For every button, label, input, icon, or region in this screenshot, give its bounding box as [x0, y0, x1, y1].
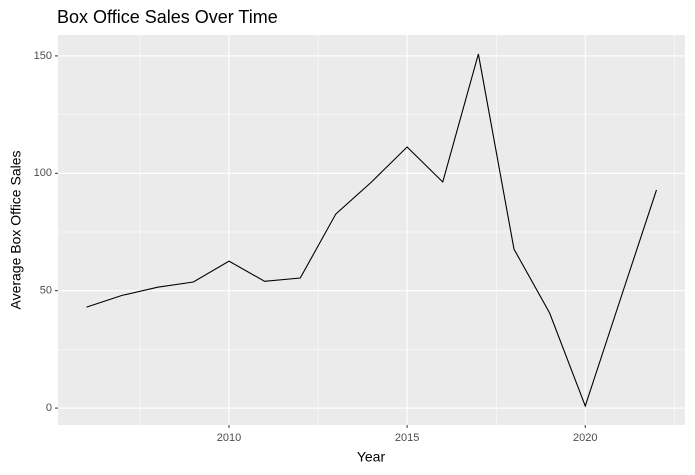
- x-tick-label: 2015: [395, 432, 419, 444]
- plot-panel: [58, 35, 685, 425]
- line: [86, 53, 658, 408]
- y-tick-label: 100: [34, 167, 52, 179]
- y-tick-label: 0: [46, 402, 52, 414]
- y-tick-label: 50: [40, 285, 52, 297]
- x-tick-label: 2020: [573, 432, 597, 444]
- x-axis-label: Year: [357, 449, 386, 465]
- chart-title: Box Office Sales Over Time: [57, 7, 278, 27]
- y-axis-label: Average Box Office Sales: [8, 150, 24, 309]
- y-tick-label: 150: [34, 50, 52, 62]
- x-tick-label: 2010: [217, 432, 241, 444]
